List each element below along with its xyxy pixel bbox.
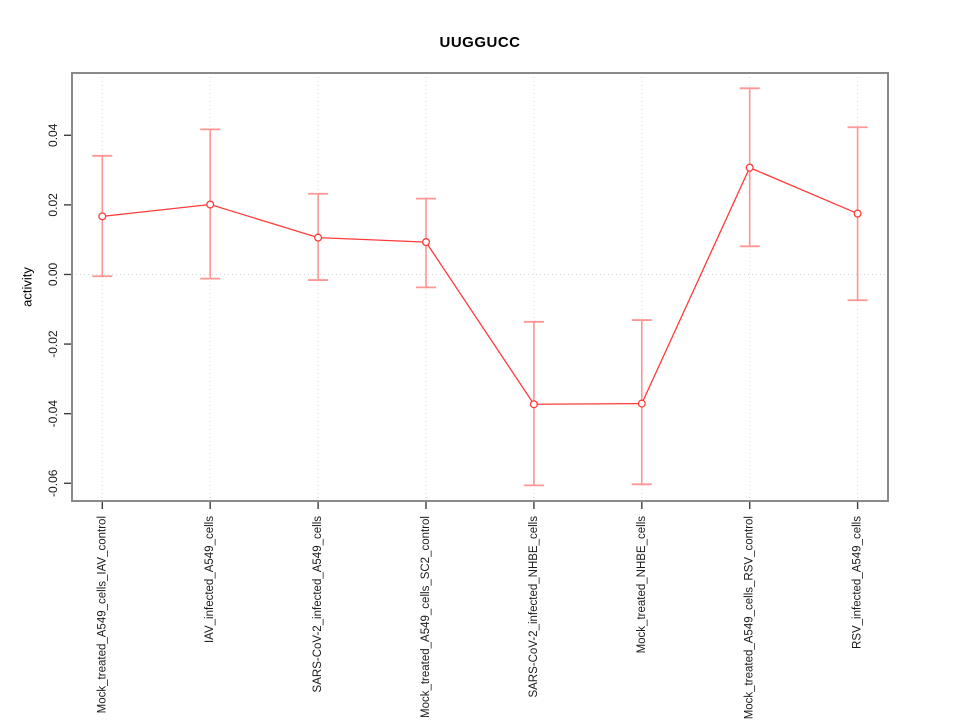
- data-point-marker: [314, 233, 323, 242]
- plot-frame: [71, 72, 889, 502]
- y-tick-label: -0.04: [46, 400, 60, 428]
- data-point-marker: [637, 399, 646, 408]
- y-tick-label: -0.02: [46, 330, 60, 358]
- x-tick-label: Mock_treated_NHBE_cells: [636, 516, 648, 654]
- x-tick-label: IAV_infected_A549_cells: [204, 516, 216, 643]
- x-tick-label: SARS-CoV-2_infected_NHBE_cells: [528, 516, 540, 698]
- x-tick-label: Mock_treated_A549_cells_SC2_control: [420, 516, 432, 718]
- chart-title: UUGGUCC: [439, 34, 521, 51]
- series-line: [102, 166, 858, 405]
- y-tick-label: 0.00: [46, 262, 60, 286]
- x-tick-label: SARS-CoV-2_infected_A549_cells: [312, 516, 324, 693]
- y-tick-label: -0.06: [46, 469, 60, 497]
- data-point-marker: [421, 238, 431, 247]
- data-point-marker: [529, 400, 538, 409]
- data-point-marker: [206, 200, 215, 209]
- x-tick-label: RSV_infected_A549_cells: [852, 516, 864, 649]
- data-point-marker: [853, 209, 862, 218]
- data-point-marker: [745, 163, 754, 172]
- y-tick-label: 0.04: [46, 123, 60, 147]
- x-tick-label: Mock_treated_A549_cells_RSV_control: [744, 516, 756, 719]
- data-point-marker: [98, 212, 107, 221]
- x-tick-label: Mock_treated_A549_cells_IAV_control: [96, 516, 108, 713]
- y-tick-label: 0.02: [46, 193, 60, 217]
